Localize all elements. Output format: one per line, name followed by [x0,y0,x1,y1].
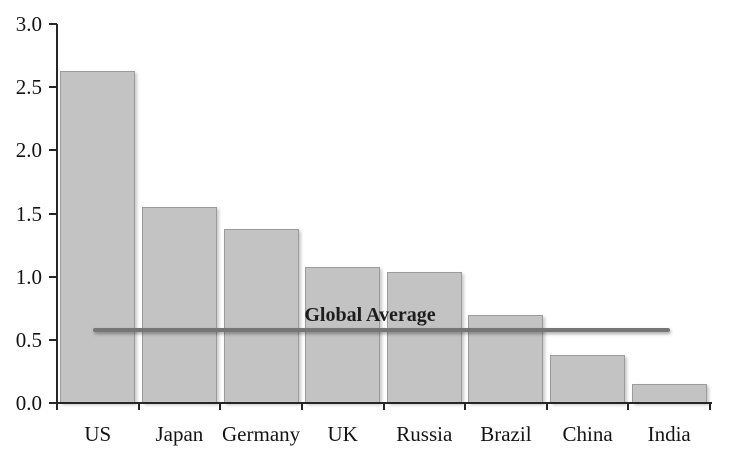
bar-germany [223,228,299,403]
x-axis-tick [137,403,140,410]
x-axis-label: Germany [222,422,301,446]
x-axis-tick [545,403,548,410]
x-axis-label: India [647,422,691,446]
x-axis-label: China [562,422,613,446]
y-axis-tick [49,86,57,89]
x-axis-tick [464,403,467,410]
x-axis-tick [219,403,222,410]
y-axis-tick [49,338,57,341]
global-average-label: Global Average [304,304,436,326]
y-axis-tick [49,402,57,404]
y-axis-tick-label: 3.0 [15,12,42,36]
y-axis-tick-label: 0.5 [15,327,42,352]
x-axis-tick [382,403,385,410]
x-axis-label: Russia [396,422,453,446]
y-axis-tick [49,212,57,215]
x-axis-label: UK [327,422,358,446]
bar-us [60,70,136,403]
x-axis-tick [56,403,58,410]
x-axis-tick [627,403,630,410]
y-axis-tick [49,23,57,25]
y-axis-tick-label: 1.5 [15,201,42,226]
bar-uk [305,266,381,403]
y-axis-tick-label: 0.0 [15,391,42,415]
x-axis-label: Brazil [480,422,532,446]
y-axis-tick-label: 2.5 [15,75,42,100]
y-axis-tick-label: 2.0 [15,138,42,163]
x-axis-tick [709,403,711,410]
y-axis-line [56,24,58,404]
bar-china [550,355,625,403]
bar-japan [141,207,217,403]
bar-india [631,384,707,403]
x-axis-label: Japan [155,422,204,446]
y-axis-tick-label: 1.0 [15,264,42,289]
y-axis-tick [49,149,57,152]
global-average-line [93,327,670,332]
x-axis-tick [300,403,303,410]
x-axis-label: US [84,422,112,446]
y-axis-tick [49,275,57,278]
bar-russia [386,271,462,403]
